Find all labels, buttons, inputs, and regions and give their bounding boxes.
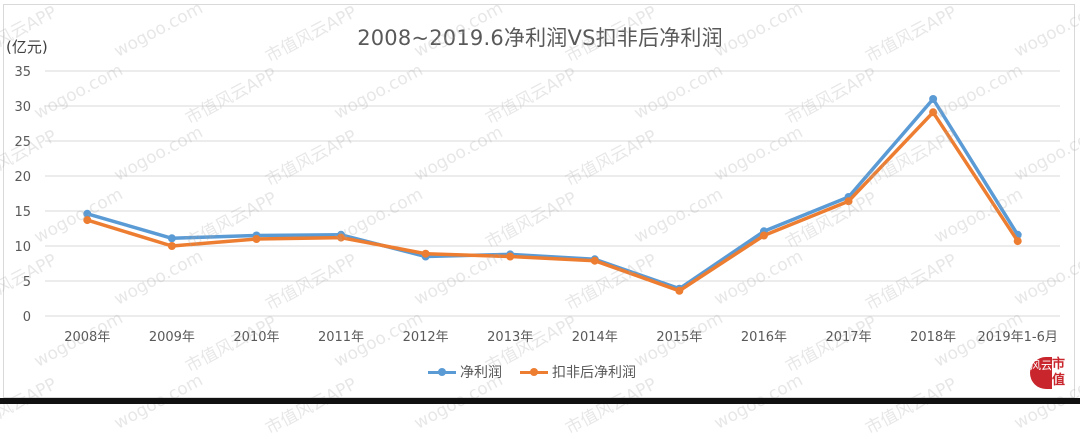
chart-legend: 净利润 扣非后净利润 bbox=[428, 362, 636, 382]
line-chart-plot: 0 5 10 15 20 25 30 35 2008年 2009年 2010年 2011年 2012年… bbox=[0, 0, 1080, 404]
legend-item-net-profit: 净利润 bbox=[428, 362, 502, 382]
svg-text:2015年: 2015年 bbox=[656, 330, 702, 345]
svg-text:2019年1-6月: 2019年1-6月 bbox=[978, 330, 1058, 345]
svg-text:2017年: 2017年 bbox=[825, 330, 871, 345]
svg-text:30: 30 bbox=[14, 100, 31, 115]
svg-text:35: 35 bbox=[14, 65, 31, 80]
data-series bbox=[83, 95, 1021, 295]
brand-logo: 风云 市值 bbox=[1030, 355, 1070, 391]
legend-label: 净利润 bbox=[460, 362, 502, 382]
svg-text:10: 10 bbox=[14, 240, 31, 255]
logo-text: 市值 bbox=[1052, 357, 1068, 389]
bottom-border bbox=[0, 398, 1080, 404]
svg-text:2014年: 2014年 bbox=[572, 330, 618, 345]
svg-text:2013年: 2013年 bbox=[487, 330, 533, 345]
svg-text:2011年: 2011年 bbox=[318, 330, 364, 345]
svg-text:25: 25 bbox=[14, 135, 31, 150]
x-axis-ticks: 2008年 2009年 2010年 2011年 2012年 2013年 2014年 2015年… bbox=[64, 330, 1058, 345]
svg-text:20: 20 bbox=[14, 170, 31, 185]
svg-text:2010年: 2010年 bbox=[233, 330, 279, 345]
svg-text:2018年: 2018年 bbox=[910, 330, 956, 345]
legend-line-marker-icon bbox=[428, 371, 456, 374]
svg-text:2016年: 2016年 bbox=[741, 330, 787, 345]
legend-line-marker-icon bbox=[520, 371, 548, 374]
legend-item-deducted-net-profit: 扣非后净利润 bbox=[520, 362, 636, 382]
svg-text:2012年: 2012年 bbox=[403, 330, 449, 345]
svg-text:0: 0 bbox=[23, 310, 31, 325]
legend-label: 扣非后净利润 bbox=[552, 362, 636, 382]
logo-seal: 风云 bbox=[1030, 357, 1052, 389]
gridlines bbox=[45, 71, 1060, 316]
svg-text:15: 15 bbox=[14, 205, 31, 220]
svg-text:2009年: 2009年 bbox=[149, 330, 195, 345]
svg-text:2008年: 2008年 bbox=[64, 330, 110, 345]
svg-text:5: 5 bbox=[23, 275, 31, 290]
y-axis-ticks: 0 5 10 15 20 25 30 35 bbox=[14, 65, 31, 325]
